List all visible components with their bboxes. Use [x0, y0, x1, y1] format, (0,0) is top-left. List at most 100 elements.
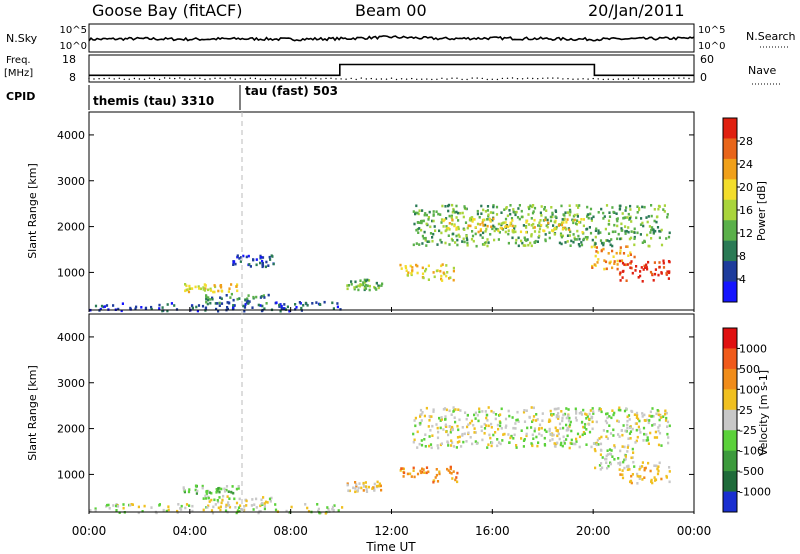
range-gate-cell	[375, 281, 378, 285]
range-gate-cell	[636, 211, 639, 214]
range-gate-cell	[660, 444, 663, 447]
range-gate-cell	[578, 244, 581, 248]
range-gate-cell	[544, 218, 547, 222]
range-gate-cell	[638, 208, 641, 212]
range-gate-cell	[307, 510, 311, 513]
range-gate-cell	[549, 409, 552, 413]
range-gate-cell	[420, 439, 423, 442]
nsky-panel-frame	[88, 23, 695, 53]
range-gate-cell	[448, 243, 451, 246]
range-gate-cell	[607, 222, 610, 226]
range-gate-cell	[608, 211, 611, 214]
range-gate-cell	[105, 304, 109, 307]
range-gate-cell	[592, 215, 595, 219]
range-gate-cell	[212, 290, 215, 294]
range-gate-cell	[590, 415, 593, 419]
range-gate-cell	[412, 243, 415, 247]
range-gate-cell	[471, 216, 474, 219]
range-gate-cell	[616, 219, 619, 223]
range-gate-cell	[327, 507, 330, 511]
range-gate-cell	[460, 445, 463, 448]
range-gate-cell	[561, 419, 564, 423]
range-gate-cell	[423, 438, 426, 441]
range-gate-cell	[566, 240, 569, 243]
range-gate-cell	[420, 419, 423, 422]
range-gate-cell	[581, 433, 584, 437]
nave-point	[436, 78, 438, 81]
range-gate-cell	[634, 269, 637, 272]
range-gate-cell	[649, 431, 652, 435]
range-gate-cell	[580, 413, 584, 416]
range-gate-cell	[668, 466, 671, 469]
range-gate-cell	[585, 228, 588, 231]
range-gate-cell	[440, 218, 444, 221]
range-gate-cell	[227, 501, 230, 504]
nave-point	[284, 78, 287, 80]
range-gate-cell	[417, 231, 420, 234]
range-gate-cell	[228, 505, 232, 509]
range-gate-cell	[596, 251, 600, 254]
range-gate-cell	[529, 241, 532, 245]
range-gate-cell	[613, 262, 616, 265]
range-gate-cell	[612, 428, 615, 432]
range-gate-cell	[176, 509, 179, 513]
range-gate-cell	[137, 511, 140, 515]
range-gate-cell	[570, 239, 573, 243]
range-gate-cell	[552, 433, 555, 437]
range-gate-cell	[619, 461, 622, 464]
range-gate-cell	[487, 443, 490, 446]
range-gate-cell	[473, 431, 476, 434]
range-gate-cell	[438, 470, 441, 474]
range-gate-cell	[507, 409, 510, 413]
range-gate-cell	[247, 294, 250, 297]
range-gate-cell	[649, 270, 653, 274]
range-gate-cell	[486, 218, 489, 221]
nave-point	[607, 78, 609, 80]
range-gate-cell	[617, 457, 620, 460]
range-gate-cell	[646, 233, 649, 237]
range-gate-cell	[245, 504, 248, 507]
range-gate-cell	[473, 427, 476, 430]
range-gate-cell	[628, 426, 632, 430]
nave-point	[204, 78, 206, 81]
range-gate-cell	[440, 221, 443, 224]
range-gate-cell	[213, 498, 216, 502]
range-gate-cell	[520, 215, 523, 219]
range-gate-cell	[207, 496, 210, 500]
range-gate-cell	[586, 415, 589, 418]
range-gate-cell	[232, 306, 235, 309]
range-gate-cell	[658, 265, 661, 269]
range-gate-cell	[668, 260, 671, 264]
range-gate-cell	[638, 419, 641, 423]
nave-point	[637, 77, 640, 79]
nave-point	[567, 78, 569, 80]
range-gate-cell	[650, 415, 653, 418]
range-gate-cell	[514, 241, 517, 245]
range-gate-cell	[498, 231, 501, 234]
range-gate-cell	[415, 263, 418, 267]
range-gate-cell	[627, 254, 630, 257]
range-gate-cell	[532, 437, 535, 440]
range-gate-cell	[451, 210, 454, 214]
range-gate-cell	[457, 225, 460, 229]
range-gate-cell	[653, 436, 656, 439]
range-gate-cell	[601, 466, 604, 470]
range-gate-cell	[573, 218, 576, 222]
range-gate-cell	[461, 211, 464, 215]
range-gate-cell	[643, 432, 646, 436]
range-gate-cell	[204, 287, 207, 290]
range-gate-cell	[431, 434, 434, 437]
range-gate-cell	[427, 470, 430, 474]
range-gate-cell	[120, 309, 123, 313]
range-gate-cell	[202, 508, 205, 512]
range-gate-cell	[439, 426, 442, 430]
range-gate-cell	[668, 424, 671, 428]
range-gate-cell	[538, 427, 541, 430]
range-gate-cell	[594, 235, 597, 239]
range-gate-cell	[182, 486, 185, 489]
range-gate-cell	[414, 424, 417, 428]
range-gate-cell	[362, 481, 365, 485]
range-gate-cell	[415, 242, 418, 245]
range-gate-cell	[573, 213, 576, 217]
range-gate-cell	[545, 209, 548, 212]
